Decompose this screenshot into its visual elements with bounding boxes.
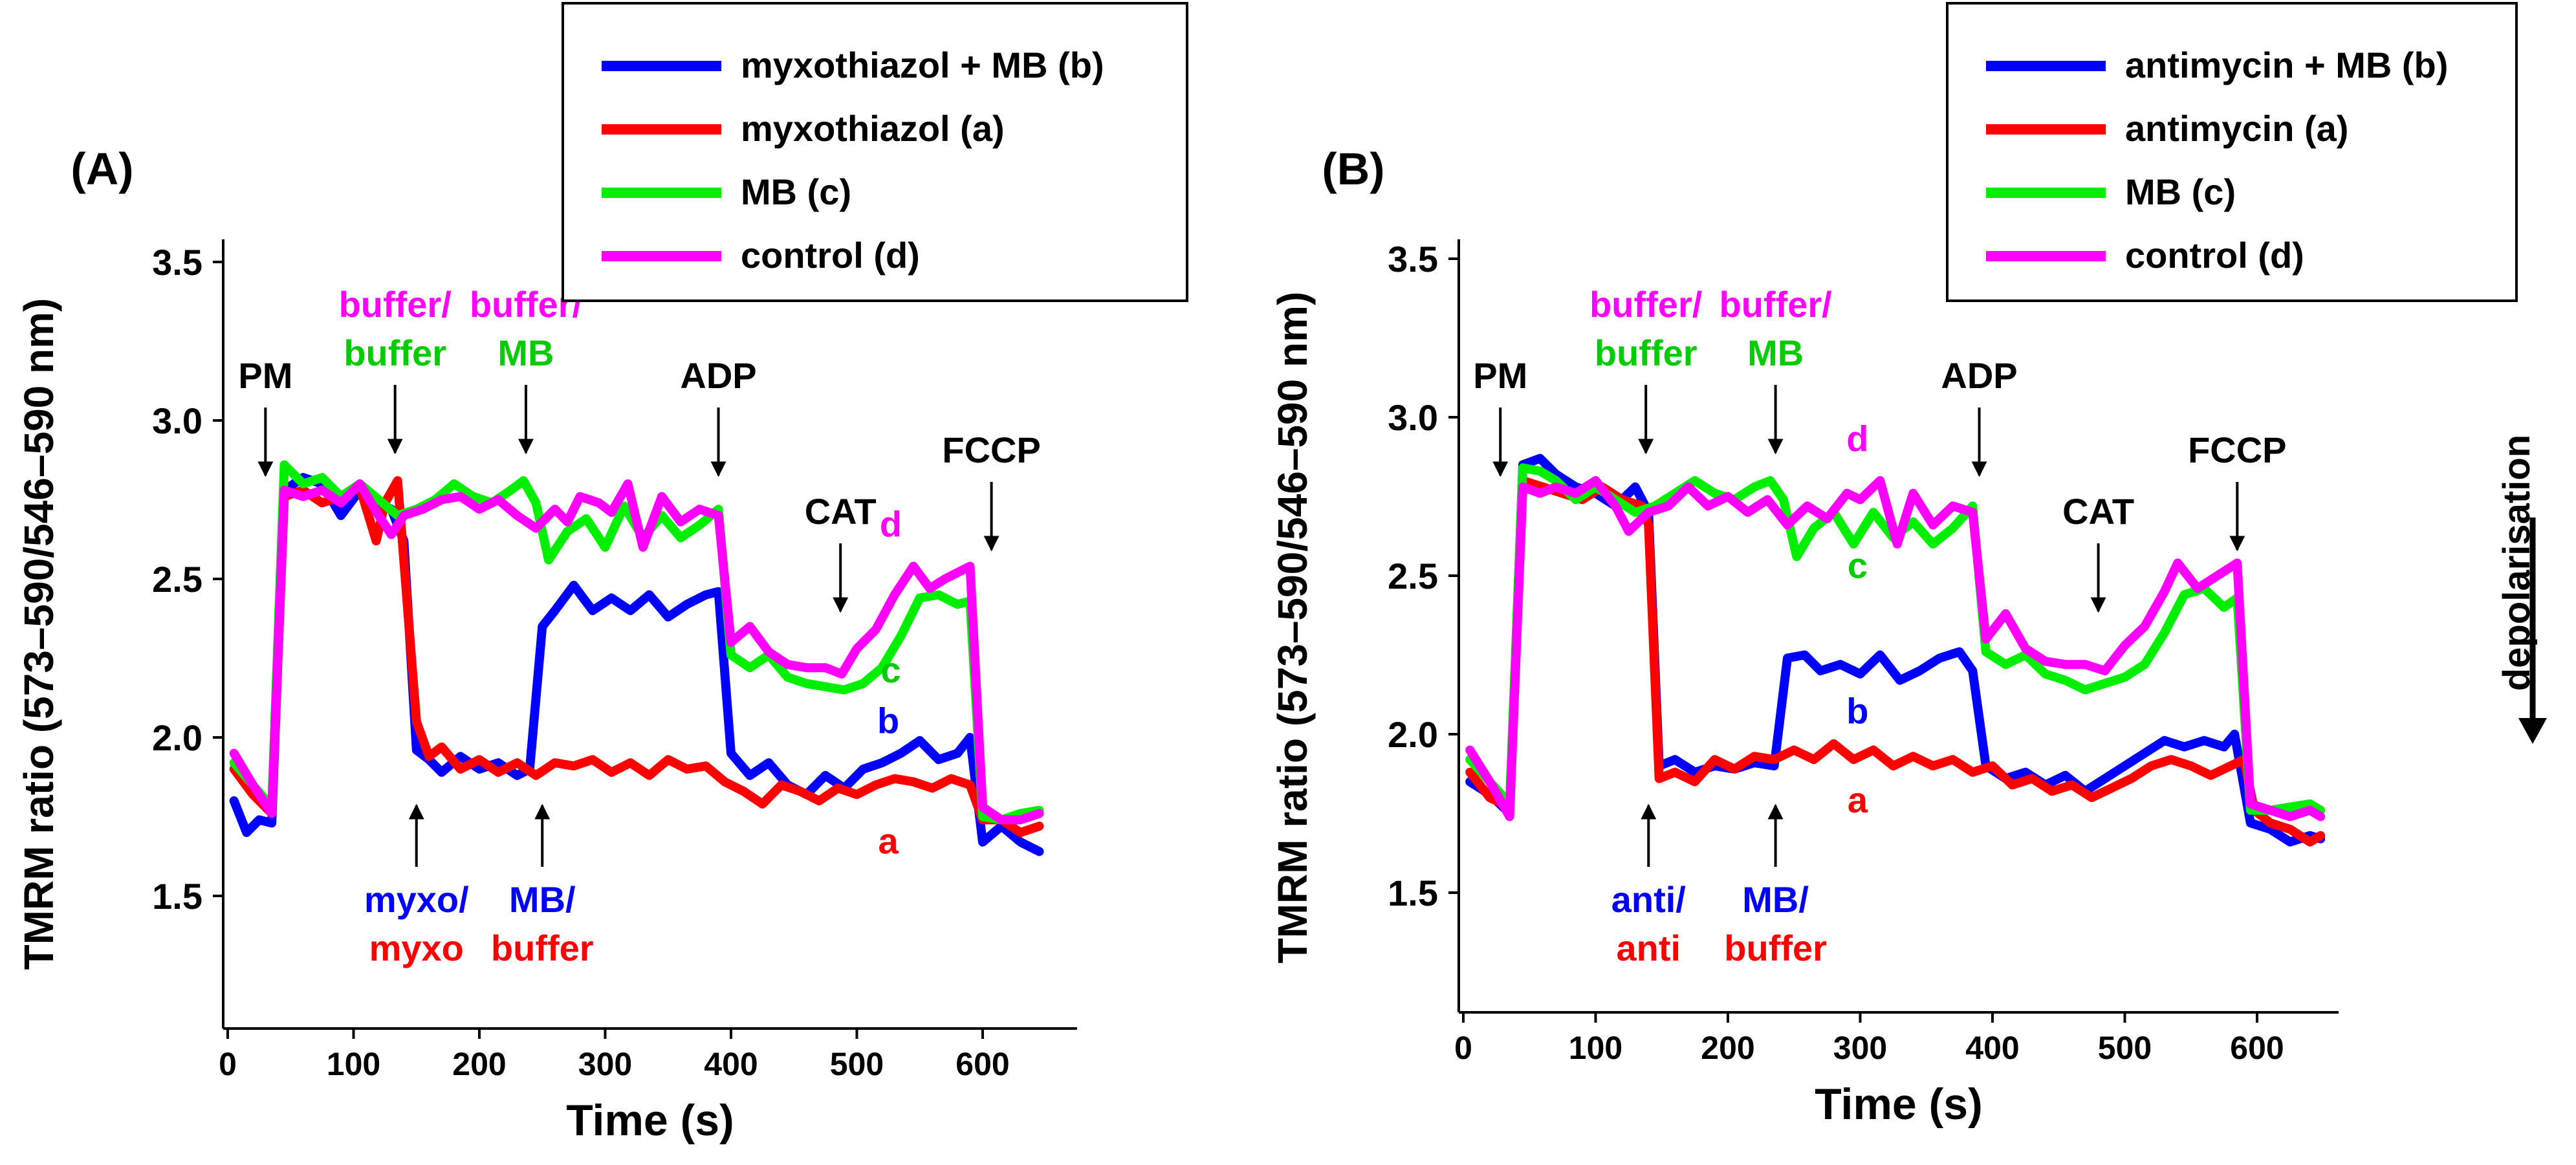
event-label: buffer [344, 332, 446, 373]
curve-label-a: a [879, 821, 899, 862]
event-label: myxo [369, 928, 464, 968]
curve-label-a: a [1848, 779, 1868, 820]
panel-label: (B) [1322, 144, 1384, 194]
depolarisation-arrowhead [2518, 718, 2547, 744]
event-annotation: buffer/buffer [339, 284, 452, 455]
panel-a: 1.5 2.0 2.5 3.0 3.5 0 100 200 300 400 500 600 Time (… [16, 2, 1188, 1145]
event-label: PM [238, 355, 292, 396]
y-tick-label: 3.0 [1388, 397, 1438, 438]
x-tick-label: 0 [1454, 1030, 1472, 1066]
event-label: buffer [491, 928, 594, 968]
event-annotation: MB/buffer [491, 803, 594, 968]
curve-label-b: b [877, 701, 899, 741]
event-label: buffer/ [1589, 284, 1703, 325]
panel-label: (A) [71, 144, 133, 194]
x-tick-label: 600 [955, 1046, 1009, 1082]
curve-label-d: d [880, 504, 902, 545]
event-label: CAT [2062, 491, 2134, 532]
event-annotation: PM [1473, 355, 1527, 477]
legend-label-d: control (d) [741, 235, 920, 276]
x-tick-label: 0 [219, 1046, 237, 1082]
event-label: FCCP [942, 430, 1040, 470]
series-line-d [229, 479, 1044, 825]
panel-b: 1.5 2.0 2.5 3.0 3.5 0 100 200 300 400 500 600 Time (… [1269, 2, 2518, 1129]
event-label: FCCP [2188, 430, 2286, 470]
x-tick-label: 300 [578, 1046, 632, 1082]
x-axis-label: Time (s) [566, 1096, 734, 1145]
legend-label-a: antimycin (a) [2125, 108, 2348, 149]
x-tick-label: 500 [830, 1046, 884, 1082]
legend-label-b: myxothiazol + MB (b) [741, 45, 1104, 85]
legend-label-a: myxothiazol (a) [741, 108, 1005, 149]
x-tick-label: 600 [2230, 1030, 2284, 1066]
y-axis-label: TMRM ratio (573–590/546–590 nm) [1269, 292, 1316, 964]
series-line-d [1465, 476, 2326, 822]
y-tick-label: 2.0 [1388, 714, 1438, 755]
event-annotation: MB/buffer [1724, 803, 1827, 968]
series-line-c [1465, 463, 2326, 815]
x-tick-label: 400 [1965, 1030, 2019, 1066]
x-axis-label: Time (s) [1815, 1080, 1982, 1129]
event-annotation: anti/anti [1611, 803, 1686, 968]
event-annotation: buffer/buffer [1589, 284, 1703, 455]
event-label: anti [1617, 928, 1681, 968]
legend-label-c: MB (c) [741, 171, 851, 212]
event-label: MB/ [509, 879, 576, 920]
event-label: buffer [1595, 332, 1697, 373]
event-annotation: PM [238, 355, 292, 477]
y-tick-label: 2.0 [152, 717, 202, 758]
legend-label-c: MB (c) [2125, 171, 2236, 212]
event-label: anti/ [1611, 879, 1686, 920]
event-label: buffer/ [1719, 284, 1833, 325]
event-annotation: myxo/myxo [364, 803, 469, 968]
event-label: myxo/ [364, 879, 469, 920]
x-tick-label: 500 [2098, 1030, 2152, 1066]
series-line-a [229, 476, 1044, 837]
event-annotation: buffer/MB [1719, 284, 1833, 455]
event-annotation: ADP [680, 355, 757, 477]
curve-label-c: c [1848, 545, 1868, 585]
event-annotation: ADP [1941, 355, 2018, 477]
event-annotation: buffer/MB [470, 284, 583, 455]
event-annotation: CAT [805, 491, 877, 613]
curve-label-d: d [1846, 418, 1868, 459]
event-label: ADP [1941, 355, 2017, 396]
event-label: MB [1747, 332, 1804, 373]
depolarisation-annotation: depolarisation [2496, 435, 2547, 744]
event-label: MB/ [1742, 879, 1809, 920]
x-tick-label: 300 [1833, 1030, 1887, 1066]
legend: myxothiazol + MB (b) myxothiazol (a) MB (c… [562, 2, 1188, 302]
x-tick-label: 200 [1701, 1030, 1754, 1066]
y-tick-label: 1.5 [1388, 873, 1438, 913]
curve-label-c: c [880, 649, 901, 690]
y-tick-label: 2.5 [152, 559, 202, 600]
x-tick-label: 400 [704, 1046, 758, 1082]
y-axis-label: TMRM ratio (573–590/546–590 nm) [16, 298, 62, 970]
legend-label-d: control (d) [2125, 235, 2304, 276]
y-tick-label: 2.5 [1388, 556, 1438, 596]
legend-label-b: antimycin + MB (b) [2125, 45, 2448, 85]
event-label: PM [1473, 355, 1527, 396]
y-tick-label: 1.5 [152, 876, 202, 917]
y-tick-label: 3.5 [152, 242, 202, 283]
y-tick-label: 3.5 [1388, 239, 1438, 279]
event-label: buffer [1724, 928, 1827, 968]
event-annotation: FCCP [2188, 430, 2287, 552]
event-label: buffer/ [339, 284, 452, 325]
x-tick-label: 100 [327, 1046, 380, 1082]
event-annotation: CAT [2062, 491, 2134, 613]
event-label: ADP [680, 355, 756, 396]
series-line-b [1465, 453, 2326, 847]
event-label: CAT [805, 491, 877, 532]
curve-label-b: b [1846, 691, 1868, 732]
event-label: MB [497, 332, 554, 373]
x-tick-label: 200 [452, 1046, 506, 1082]
event-annotation: FCCP [942, 430, 1041, 552]
legend: antimycin + MB (b) antimycin (a) MB (c) con… [1946, 2, 2518, 302]
x-tick-label: 100 [1569, 1030, 1622, 1066]
y-tick-label: 3.0 [152, 400, 202, 441]
